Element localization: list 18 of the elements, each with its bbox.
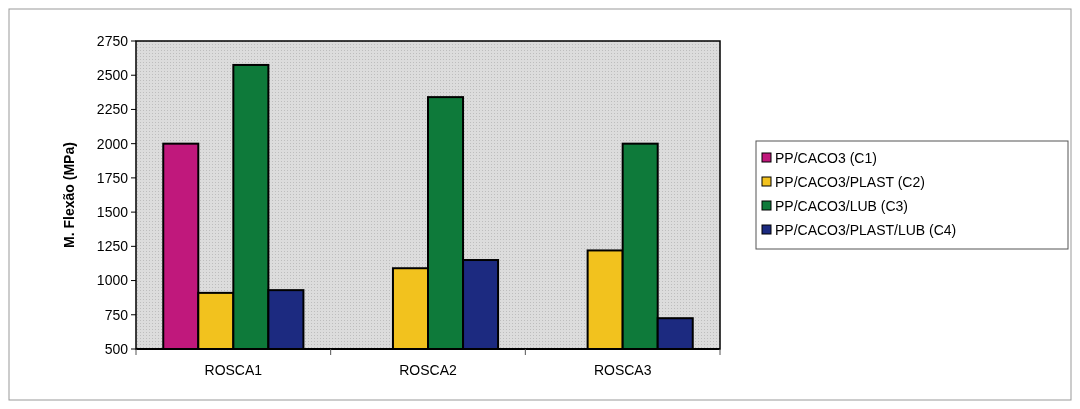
x-tick-label: ROSCA1 [204,362,263,378]
legend-label: PP/CACO3/PLAST (C2) [775,173,925,190]
legend-label: PP/CACO3/LUB (C3) [775,197,909,214]
y-tick-label: 1750 [96,169,129,186]
legend-label: PP/CACO3/PLAST/LUB (C4) [775,221,957,238]
x-tick-label: ROSCA2 [399,362,457,378]
y-tick-label: 1250 [96,238,129,255]
x-tick-label: ROSCA3 [593,362,652,378]
y-tick-label: 1000 [96,272,129,289]
legend-label: PP/CACO3 (C1) [775,149,877,166]
y-tick-label: 500 [104,340,129,357]
y-tick-label: 2750 [96,32,129,49]
y-tick-label: 750 [104,306,129,323]
y-tick-label: 2500 [96,67,129,84]
y-axis-title: M. Flexão (MPa) [61,142,77,248]
y-tick-label: 2000 [96,135,129,152]
y-tick-label: 2250 [96,101,129,118]
y-tick-label: 1500 [96,204,129,221]
